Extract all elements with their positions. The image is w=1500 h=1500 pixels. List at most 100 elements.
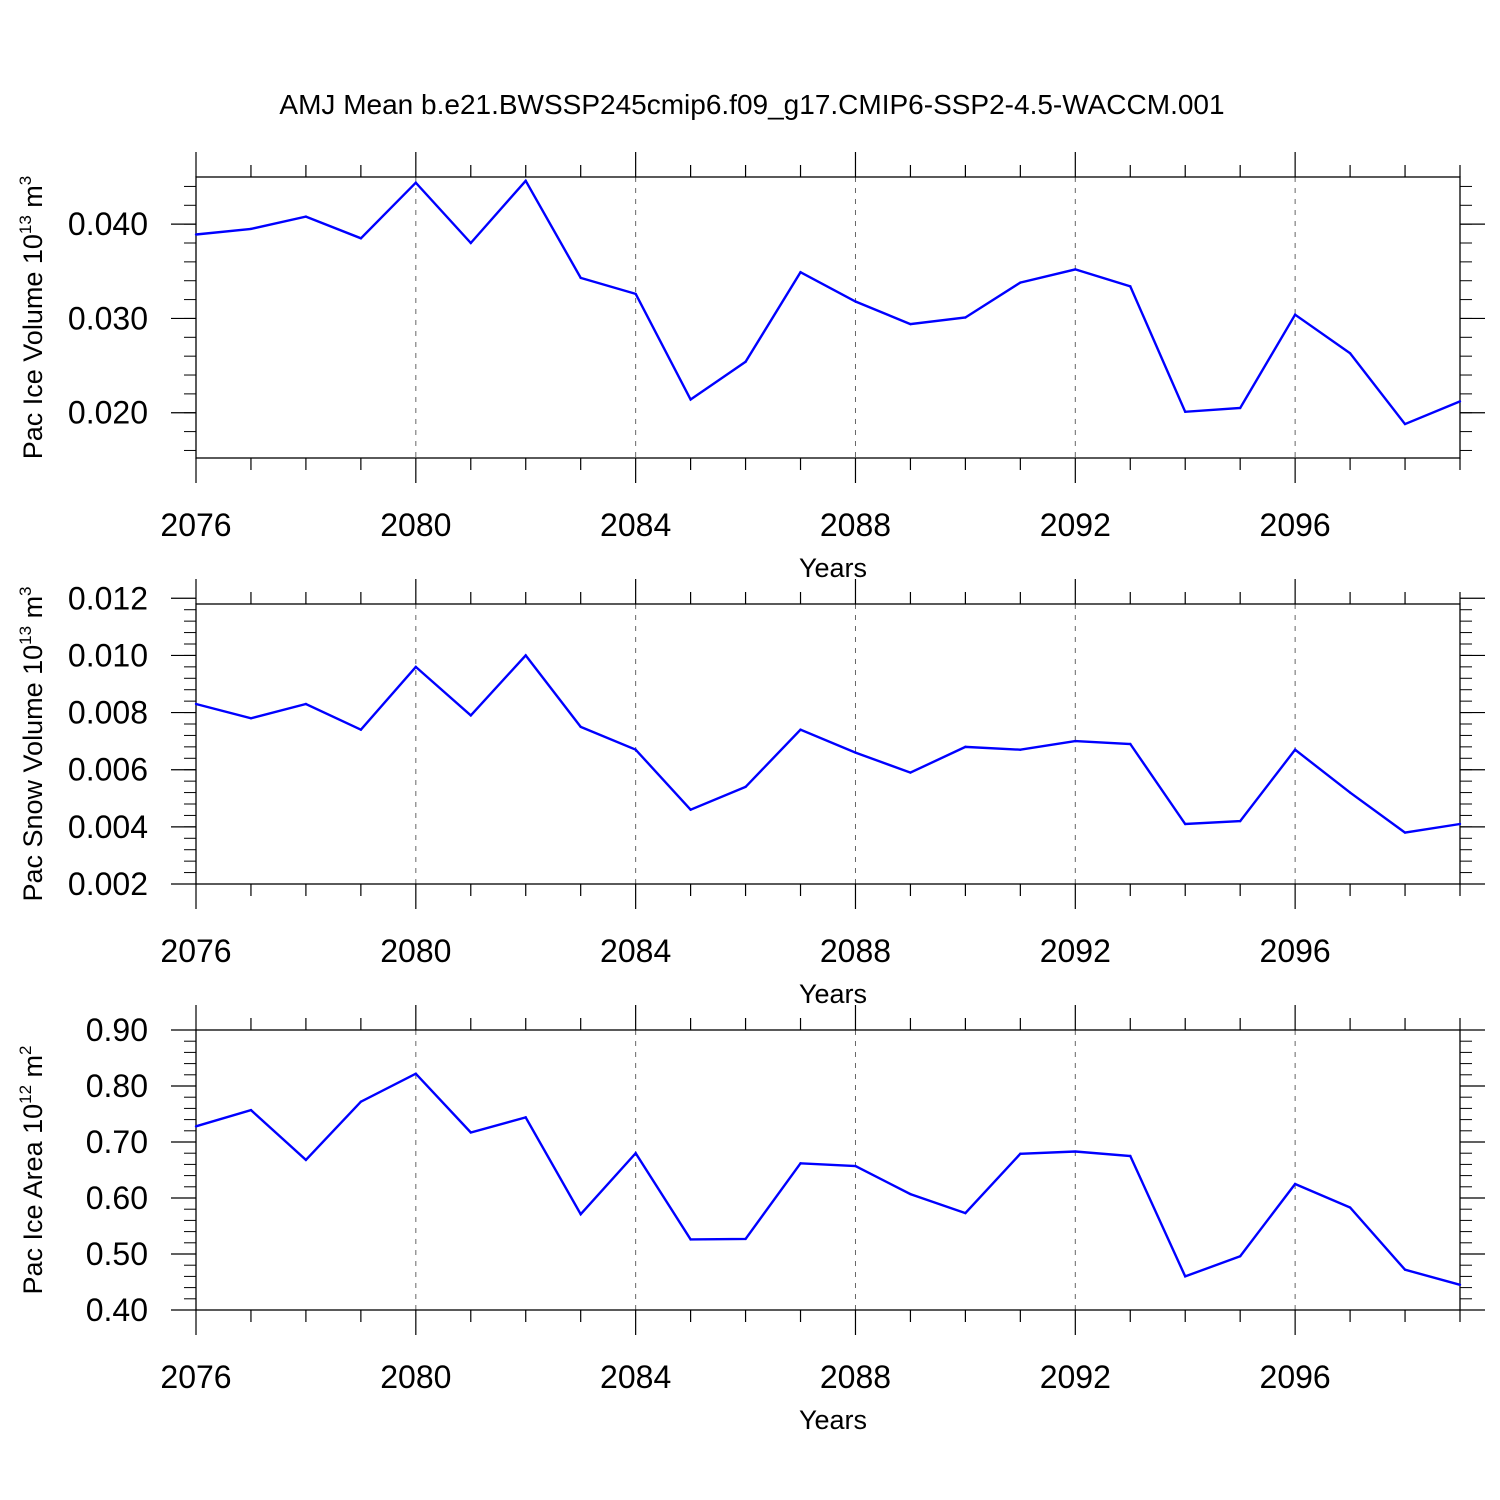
- y-tick-label: 0.80: [86, 1068, 148, 1104]
- data-point: [249, 227, 253, 231]
- data-point: [194, 233, 198, 236]
- y-tick-label: 0.40: [86, 1292, 148, 1328]
- x-tick-label: 2096: [1260, 507, 1331, 543]
- y-tick-label: 0.020: [68, 395, 148, 431]
- y-tick-label: 0.030: [68, 300, 148, 336]
- data-point: [689, 808, 692, 811]
- chart-panel-2: 2076 2080 2084 2088 2092 2096 0.002 0.004 0.006 0…: [16, 579, 1485, 1009]
- chart-panel-1: 2076 2080 2084 2088 2092 2096 0.020 0.030 0.040 Y…: [16, 152, 1485, 583]
- data-point: [1293, 748, 1297, 751]
- x-tick-label: 2088: [820, 507, 891, 543]
- y-tick-label: 0.90: [86, 1012, 148, 1048]
- data-point: [579, 725, 582, 729]
- chart-panel-3: 2076 2080 2084 2088 2092 2096 0.40 0.50 0.60 0.70…: [16, 1005, 1485, 1435]
- data-point: [1129, 285, 1132, 288]
- data-point: [579, 1213, 582, 1216]
- data-point: [1129, 1154, 1132, 1158]
- y-axis-label-superscript: 3: [16, 176, 35, 185]
- data-point: [744, 1237, 747, 1241]
- series-line: [195, 1072, 1461, 1286]
- data-point: [249, 717, 253, 720]
- data-point: [964, 745, 967, 749]
- data-point: [854, 751, 857, 754]
- data-point: [1348, 1206, 1352, 1209]
- data-point: [414, 665, 418, 669]
- data-point: [524, 654, 527, 657]
- x-tick-label: 2076: [160, 1359, 231, 1395]
- y-tick-label: 0.010: [68, 637, 148, 673]
- y-axis-label-text: m: [18, 185, 48, 215]
- x-tick-label: 2092: [1040, 1359, 1111, 1395]
- data-point: [634, 748, 637, 751]
- y-axis-label-text: Pac Snow Volume 10: [18, 645, 48, 902]
- x-axis-label: Years: [799, 553, 867, 583]
- data-point: [1403, 1268, 1407, 1271]
- y-axis-label-text: Pac Ice Volume 10: [18, 234, 48, 459]
- data-point: [469, 1131, 472, 1134]
- y-tick-label: 0.004: [68, 809, 148, 845]
- x-tick-label: 2092: [1040, 933, 1111, 969]
- y-axis-label-superscript: 12: [16, 1085, 35, 1104]
- data-point: [414, 1072, 418, 1075]
- data-point: [744, 785, 747, 789]
- data-point: [854, 300, 857, 303]
- data-point: [1184, 410, 1187, 413]
- y-tick-label: 0.60: [86, 1180, 148, 1216]
- data-point: [194, 702, 198, 706]
- data-point: [304, 1158, 308, 1162]
- data-point: [1403, 422, 1407, 426]
- x-tick-label: 2092: [1040, 507, 1111, 543]
- data-point: [1019, 281, 1022, 284]
- data-point: [634, 1152, 637, 1155]
- y-tick-label: 0.040: [68, 206, 148, 242]
- data-point: [1074, 739, 1077, 743]
- x-axis-label: Years: [799, 979, 867, 1009]
- data-point: [909, 771, 912, 774]
- data-point: [469, 714, 472, 717]
- data-point: [964, 316, 967, 319]
- y-axis-label-superscript: 2: [16, 1045, 35, 1054]
- data-point: [1238, 1255, 1242, 1258]
- data-point: [304, 702, 308, 706]
- y-axis-label: Pac Snow Volume 1013 m3: [16, 586, 48, 901]
- plot-frame: [195, 603, 1461, 885]
- y-tick-label: 0.002: [68, 866, 148, 902]
- x-tick-label: 2096: [1260, 1359, 1331, 1395]
- data-point: [1293, 313, 1297, 316]
- data-point: [799, 1162, 802, 1165]
- data-point: [524, 1116, 527, 1119]
- data-point: [359, 237, 363, 240]
- data-point: [1238, 406, 1242, 410]
- figure-title: AMJ Mean b.e21.BWSSP245cmip6.f09_g17.CMI…: [279, 89, 1224, 120]
- data-point: [249, 1108, 253, 1112]
- data-point: [1403, 831, 1407, 834]
- data-point: [1293, 1182, 1297, 1186]
- data-point: [1129, 742, 1132, 746]
- series-line: [195, 653, 1461, 834]
- data-point: [1348, 791, 1352, 794]
- x-tick-label: 2080: [380, 507, 451, 543]
- data-point: [1184, 1275, 1187, 1278]
- x-tick-label: 2088: [820, 1359, 891, 1395]
- data-point: [579, 276, 582, 280]
- y-axis-label: Pac Ice Area 1012 m2: [16, 1045, 48, 1294]
- x-tick-label: 2096: [1260, 933, 1331, 969]
- x-tick-label: 2080: [380, 933, 451, 969]
- data-point: [469, 241, 472, 245]
- y-tick-label: 0.008: [68, 695, 148, 731]
- data-point: [359, 728, 363, 731]
- y-axis-label-text: m: [18, 1055, 48, 1085]
- x-axis-label: Years: [799, 1405, 867, 1435]
- x-tick-label: 2084: [600, 933, 671, 969]
- x-tick-label: 2080: [380, 1359, 451, 1395]
- y-axis-label-superscript: 13: [16, 626, 35, 645]
- data-point: [304, 215, 308, 218]
- data-point: [1458, 1283, 1462, 1287]
- y-axis-label-superscript: 13: [16, 215, 35, 234]
- data-point: [1074, 1150, 1077, 1153]
- x-tick-label: 2084: [600, 1359, 671, 1395]
- data-point: [1348, 352, 1352, 355]
- data-point: [359, 1100, 363, 1103]
- plot-frame: [195, 1029, 1461, 1311]
